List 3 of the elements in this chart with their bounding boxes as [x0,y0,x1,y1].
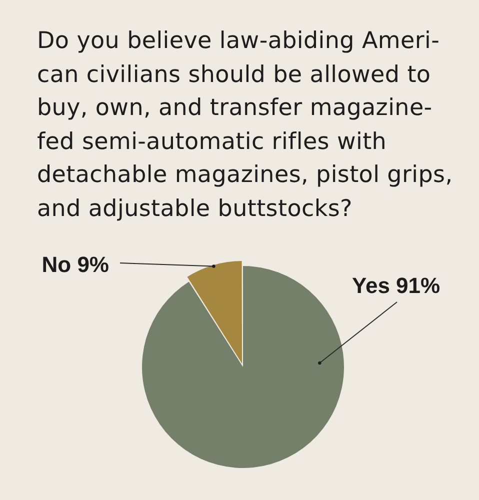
slice-label: Yes 91% [352,273,440,298]
chart-title: Do you believe law-abiding Ameri- can civilians should be allowed to buy, own, and transfer magazine- fed semi-automatic rifles with detachable magazines, pistol grips, and adjustable buttstocks? [37,27,454,224]
slice-label: No 9% [42,252,109,277]
